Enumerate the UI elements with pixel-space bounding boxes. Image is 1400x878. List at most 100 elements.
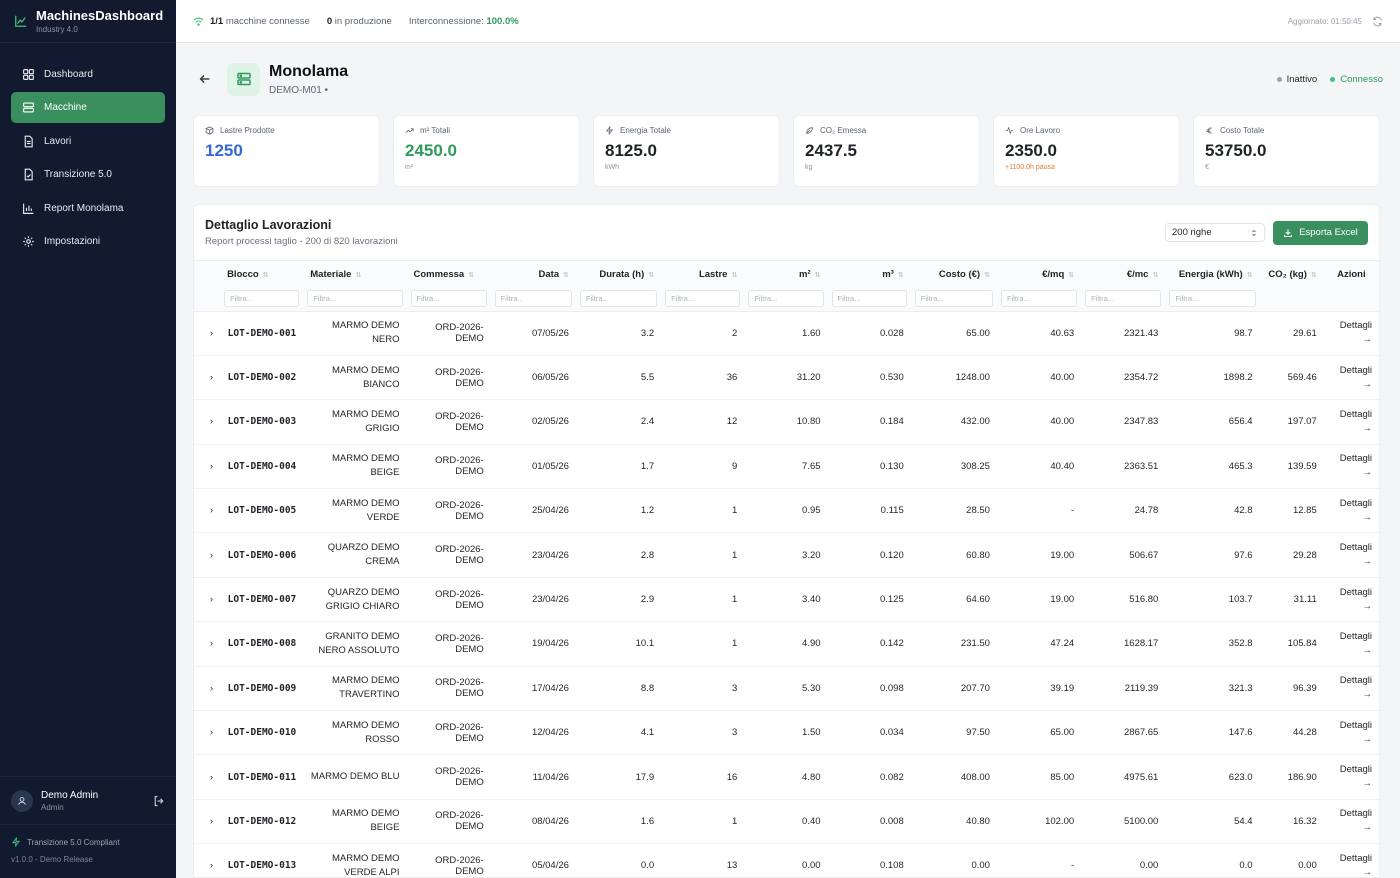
column-filter-input[interactable]: Filtra... [224, 290, 300, 308]
sidebar-item-report-monolama[interactable]: Report Monolama [11, 193, 165, 224]
table-row[interactable]: › LOT-DEMO-004 MARMO DEMO BEIGE ORD-2026-DE… [194, 444, 1379, 490]
table-row[interactable]: › LOT-DEMO-006 QUARZO DEMO CREMA ORD-2026-D… [194, 532, 1379, 578]
cell-eur-mc: 2363.51 [1081, 444, 1166, 490]
column-header[interactable]: Materiale ⇅ [303, 261, 407, 287]
chevron-right-icon[interactable]: › [194, 311, 221, 356]
chevron-right-icon[interactable]: › [194, 444, 221, 490]
sidebar-item-macchine[interactable]: Macchine [11, 92, 165, 124]
details-link[interactable]: Dettagli → [1323, 532, 1379, 578]
details-link[interactable]: Dettagli → [1323, 311, 1379, 356]
details-link[interactable]: Dettagli → [1323, 488, 1379, 534]
cell-energia: 321.3 [1165, 666, 1260, 712]
cell-eur-mc: 2347.83 [1081, 399, 1166, 445]
rows-per-page-select[interactable]: 200 righe [1165, 223, 1265, 242]
column-header[interactable]: Energia (kWh) ⇅ [1165, 261, 1260, 287]
export-excel-button[interactable]: Esporta Excel [1273, 220, 1368, 245]
column-header[interactable]: €/mq ⇅ [996, 261, 1082, 287]
sidebar-item-impostazioni[interactable]: Impostazioni [11, 226, 165, 257]
chevron-right-icon[interactable]: › [194, 843, 221, 877]
column-header[interactable]: Blocco ⇅ [220, 261, 304, 287]
table-row[interactable]: › LOT-DEMO-009 MARMO DEMO TRAVERTINO ORD-20… [194, 666, 1379, 712]
column-filter-input[interactable]: Filtra... [665, 290, 741, 308]
grid-icon [23, 69, 34, 80]
logout-icon[interactable] [153, 795, 165, 807]
chevron-right-icon[interactable]: › [194, 399, 221, 445]
column-filter-input[interactable]: Filtra... [914, 290, 993, 308]
chevron-right-icon[interactable]: › [194, 355, 221, 401]
cell-eur-mq: 40.40 [996, 444, 1082, 490]
cell-m2: 5.30 [744, 666, 828, 712]
cell-data: 07/05/26 [490, 311, 576, 356]
column-header[interactable]: Lastre ⇅ [661, 261, 745, 287]
table-row[interactable]: › LOT-DEMO-002 MARMO DEMO BIANCO ORD-2026-D… [194, 355, 1379, 401]
details-link[interactable]: Dettagli → [1323, 843, 1379, 877]
column-filter-input[interactable]: Filtra... [307, 290, 403, 308]
column-filter-input[interactable]: Filtra... [1169, 290, 1256, 308]
details-link[interactable]: Dettagli → [1323, 754, 1379, 800]
details-link[interactable]: Dettagli → [1323, 621, 1379, 667]
sort-icon: ⇅ [1246, 271, 1253, 279]
table-row[interactable]: › LOT-DEMO-005 MARMO DEMO VERDE ORD-2026-DE… [194, 488, 1379, 534]
column-header[interactable]: CO₂ (kg) ⇅ [1259, 261, 1324, 287]
filter-cell: Filtra... [661, 287, 745, 312]
work-detail-panel: Dettaglio Lavorazioni Report processi ta… [193, 204, 1380, 878]
column-header[interactable]: Commessa ⇅ [406, 261, 491, 287]
table-row[interactable]: › LOT-DEMO-013 MARMO DEMO VERDE ALPI ORD-20… [194, 843, 1379, 877]
table-row[interactable]: › LOT-DEMO-012 MARMO DEMO BEIGE ORD-2026-DE… [194, 799, 1379, 845]
column-header[interactable]: Azioni [1323, 261, 1379, 287]
avatar[interactable] [11, 789, 33, 812]
table-row[interactable]: › LOT-DEMO-008 GRANITO DEMO NERO ASSOLUTO O… [194, 621, 1379, 667]
column-header[interactable]: Costo (€) ⇅ [910, 261, 997, 287]
chevron-right-icon[interactable]: › [194, 666, 221, 712]
user-role: Admin [41, 802, 64, 812]
table-row[interactable]: › LOT-DEMO-011 MARMO DEMO BLU ORD-2026-DEMO… [194, 754, 1379, 800]
cell-co2: 12.85 [1259, 488, 1324, 534]
kpi-label-row: Costo Totale [1205, 126, 1368, 135]
cell-data: 02/05/26 [490, 399, 576, 445]
column-filter-input[interactable]: Filtra... [494, 290, 572, 308]
details-link[interactable]: Dettagli → [1323, 444, 1379, 490]
details-link[interactable]: Dettagli → [1323, 799, 1379, 845]
brand[interactable]: MachinesDashboard Industry 4.0 [0, 0, 176, 43]
details-link[interactable]: Dettagli → [1323, 355, 1379, 401]
column-header[interactable]: m² ⇅ [744, 261, 828, 287]
table-row[interactable]: › LOT-DEMO-007 QUARZO DEMO GRIGIO CHIARO OR… [194, 577, 1379, 623]
column-header[interactable]: Data ⇅ [490, 261, 576, 287]
chevron-right-icon[interactable]: › [194, 799, 221, 845]
arrow-left-icon[interactable] [198, 72, 212, 86]
table-row[interactable]: › LOT-DEMO-003 MARMO DEMO GRIGIO ORD-2026-D… [194, 399, 1379, 445]
chevron-right-icon[interactable]: › [194, 488, 221, 534]
column-filter-input[interactable]: Filtra... [579, 290, 658, 308]
chevron-right-icon[interactable]: › [194, 754, 221, 800]
cell-co2: 29.61 [1259, 311, 1324, 356]
kpi-value: 2450.0 [405, 141, 457, 160]
details-link[interactable]: Dettagli → [1323, 399, 1379, 445]
cell-eur-mq: 39.19 [996, 666, 1082, 712]
cell-durata: 3.2 [575, 311, 662, 356]
chevron-right-icon[interactable]: › [194, 710, 221, 756]
chevron-right-icon[interactable]: › [194, 532, 221, 578]
details-link[interactable]: Dettagli → [1323, 710, 1379, 756]
column-filter-input[interactable]: Filtra... [748, 290, 824, 308]
sidebar-item-dashboard[interactable]: Dashboard [11, 59, 165, 90]
column-header[interactable]: Durata (h) ⇅ [575, 261, 662, 287]
chevron-right-icon[interactable]: › [194, 577, 221, 623]
refresh-icon[interactable] [1372, 16, 1383, 27]
filter-cell: Filtra... [996, 287, 1082, 312]
column-filter-input[interactable]: Filtra... [410, 290, 487, 308]
table-row[interactable]: › LOT-DEMO-001 MARMO DEMO NERO ORD-2026-DEM… [194, 311, 1379, 356]
cell-blocco: LOT-DEMO-003 [220, 399, 304, 445]
sidebar-item-lavori[interactable]: Lavori [11, 126, 165, 157]
chevron-right-icon[interactable]: › [194, 621, 221, 667]
details-link[interactable]: Dettagli → [1323, 666, 1379, 712]
column-header[interactable]: m³ ⇅ [827, 261, 911, 287]
details-link[interactable]: Dettagli → [1323, 577, 1379, 623]
sidebar-nav: Dashboard Macchine Lavori Transizione 5.0 Re… [0, 43, 176, 776]
filter-cell: Filtra... [910, 287, 997, 312]
column-header[interactable]: €/mc ⇅ [1081, 261, 1166, 287]
table-row[interactable]: › LOT-DEMO-010 MARMO DEMO ROSSO ORD-2026-DE… [194, 710, 1379, 756]
sidebar-item-transizione-5-0[interactable]: Transizione 5.0 [11, 159, 165, 190]
column-filter-input[interactable]: Filtra... [831, 290, 907, 308]
column-filter-input[interactable]: Filtra... [1000, 290, 1078, 308]
column-filter-input[interactable]: Filtra... [1085, 290, 1162, 308]
